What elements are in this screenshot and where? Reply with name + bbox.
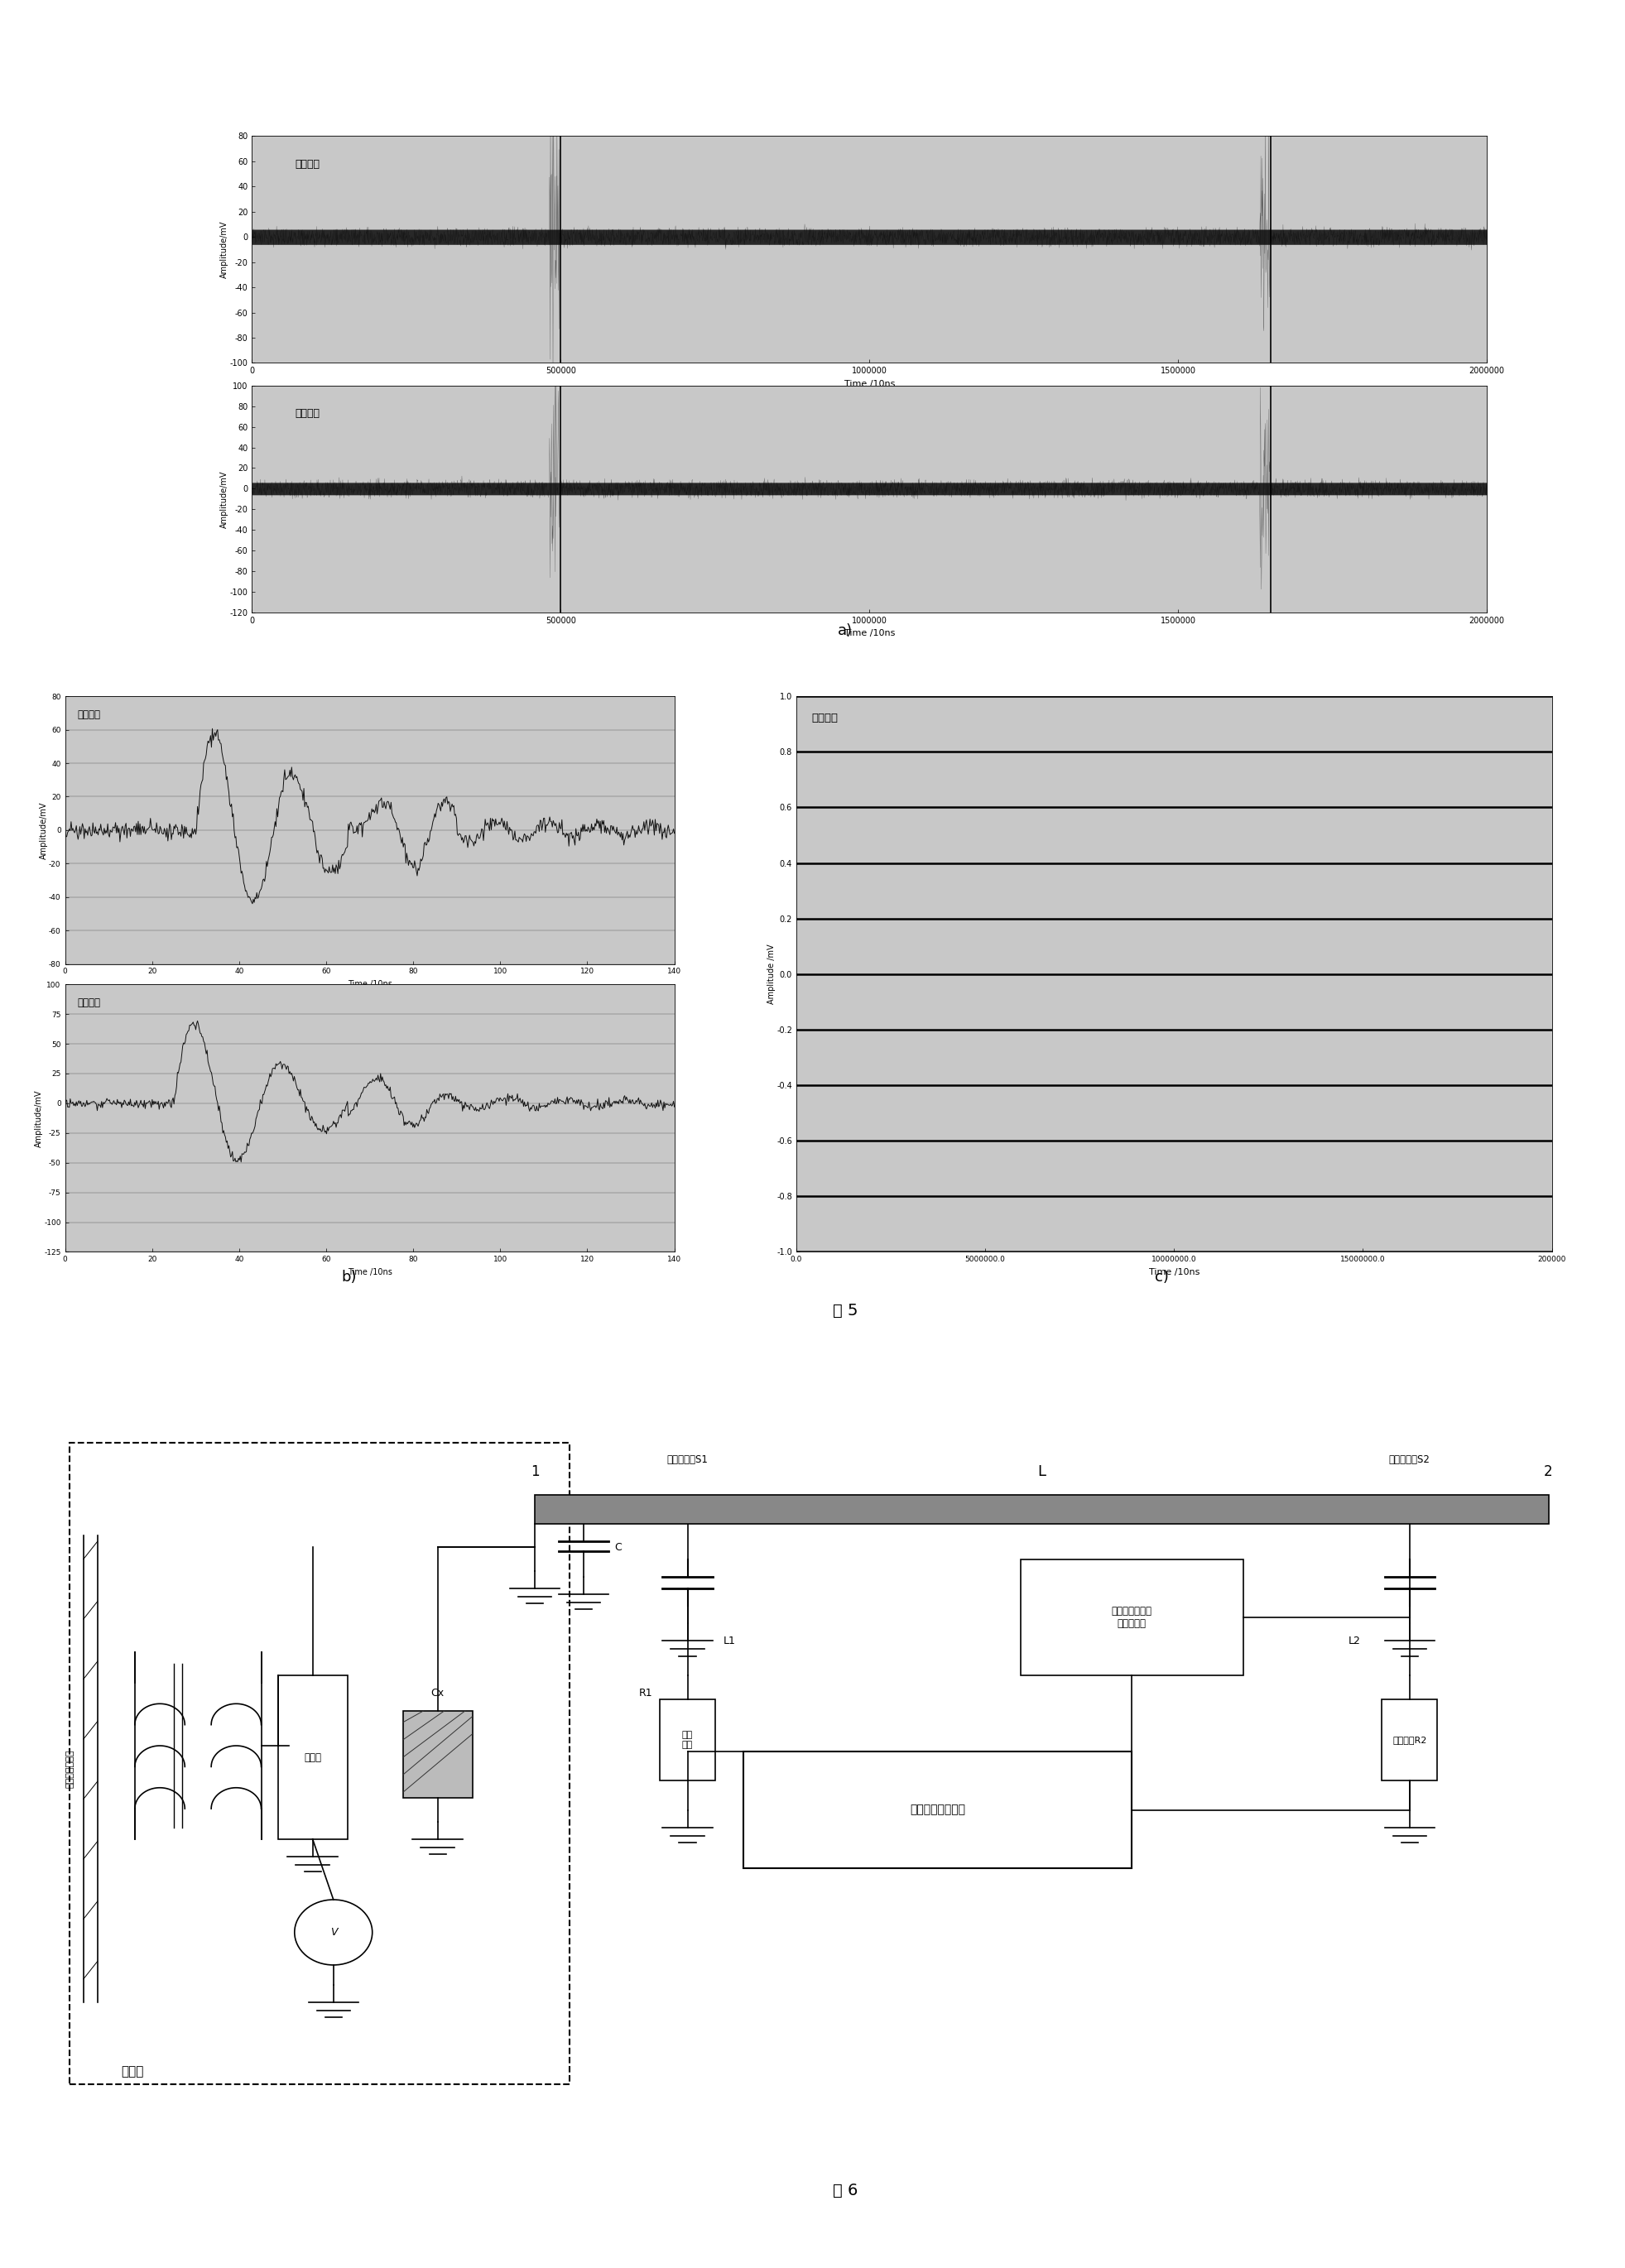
Y-axis label: Amplitude/mV: Amplitude/mV	[221, 220, 229, 279]
Text: C: C	[614, 1542, 622, 1554]
Text: 图 5: 图 5	[832, 1304, 858, 1318]
Text: R1: R1	[639, 1687, 653, 1699]
Text: 检测阻抗R2: 检测阻抗R2	[1393, 1735, 1427, 1744]
Bar	[403, 1710, 473, 1799]
Y-axis label: Amplitude/mV: Amplitude/mV	[39, 801, 47, 860]
Text: 2: 2	[1544, 1465, 1554, 1479]
Bar	[278, 1676, 348, 1839]
Bar	[535, 1495, 1549, 1524]
Text: c): c)	[1155, 1270, 1168, 1284]
Text: L1: L1	[723, 1635, 736, 1647]
Y-axis label: Amplitude /mV: Amplitude /mV	[767, 943, 775, 1005]
Text: 近端信号: 近端信号	[296, 159, 320, 170]
Text: 图 6: 图 6	[832, 2184, 858, 2198]
Y-axis label: Amplitude/mV: Amplitude/mV	[34, 1089, 42, 1148]
Text: 屏蔽室: 屏蔽室	[120, 2066, 143, 2077]
Text: 近端信号: 近端信号	[76, 710, 101, 721]
X-axis label: Time /10ns: Time /10ns	[843, 379, 895, 388]
Text: 远端传感器S2: 远端传感器S2	[1389, 1454, 1430, 1465]
Text: 局部放电监测系统: 局部放电监测系统	[910, 1803, 965, 1817]
X-axis label: Time /10ns: Time /10ns	[348, 980, 392, 989]
Text: 高压试验变压器: 高压试验变压器	[65, 1751, 73, 1787]
Bar	[743, 1751, 1133, 1869]
Text: 分压器: 分压器	[304, 1751, 322, 1762]
Text: Cx: Cx	[431, 1687, 444, 1699]
Text: L: L	[1037, 1465, 1046, 1479]
Text: L2: L2	[1347, 1635, 1360, 1647]
Text: 工业控制计算机
发送控制字: 工业控制计算机 发送控制字	[1112, 1606, 1152, 1628]
X-axis label: Time /10ns: Time /10ns	[1149, 1268, 1199, 1277]
X-axis label: Time /10ns: Time /10ns	[348, 1268, 392, 1277]
Text: a): a)	[837, 624, 853, 637]
Bar	[660, 1699, 715, 1780]
Text: 检测
阻抗: 检测 阻抗	[682, 1730, 692, 1749]
Text: 远端信号: 远端信号	[296, 408, 320, 420]
Text: b): b)	[341, 1270, 357, 1284]
Y-axis label: Amplitude/mV: Amplitude/mV	[221, 469, 229, 528]
Bar	[1381, 1699, 1438, 1780]
Text: 1: 1	[530, 1465, 540, 1479]
Bar	[70, 1442, 569, 2084]
Text: 鉴别效果: 鉴别效果	[811, 712, 838, 723]
Text: V: V	[330, 1928, 336, 1937]
X-axis label: Time /10ns: Time /10ns	[843, 628, 895, 637]
Bar	[1020, 1558, 1243, 1676]
Text: 远端信号: 远端信号	[76, 998, 101, 1009]
Text: 近端传感器S1: 近端传感器S1	[666, 1454, 708, 1465]
